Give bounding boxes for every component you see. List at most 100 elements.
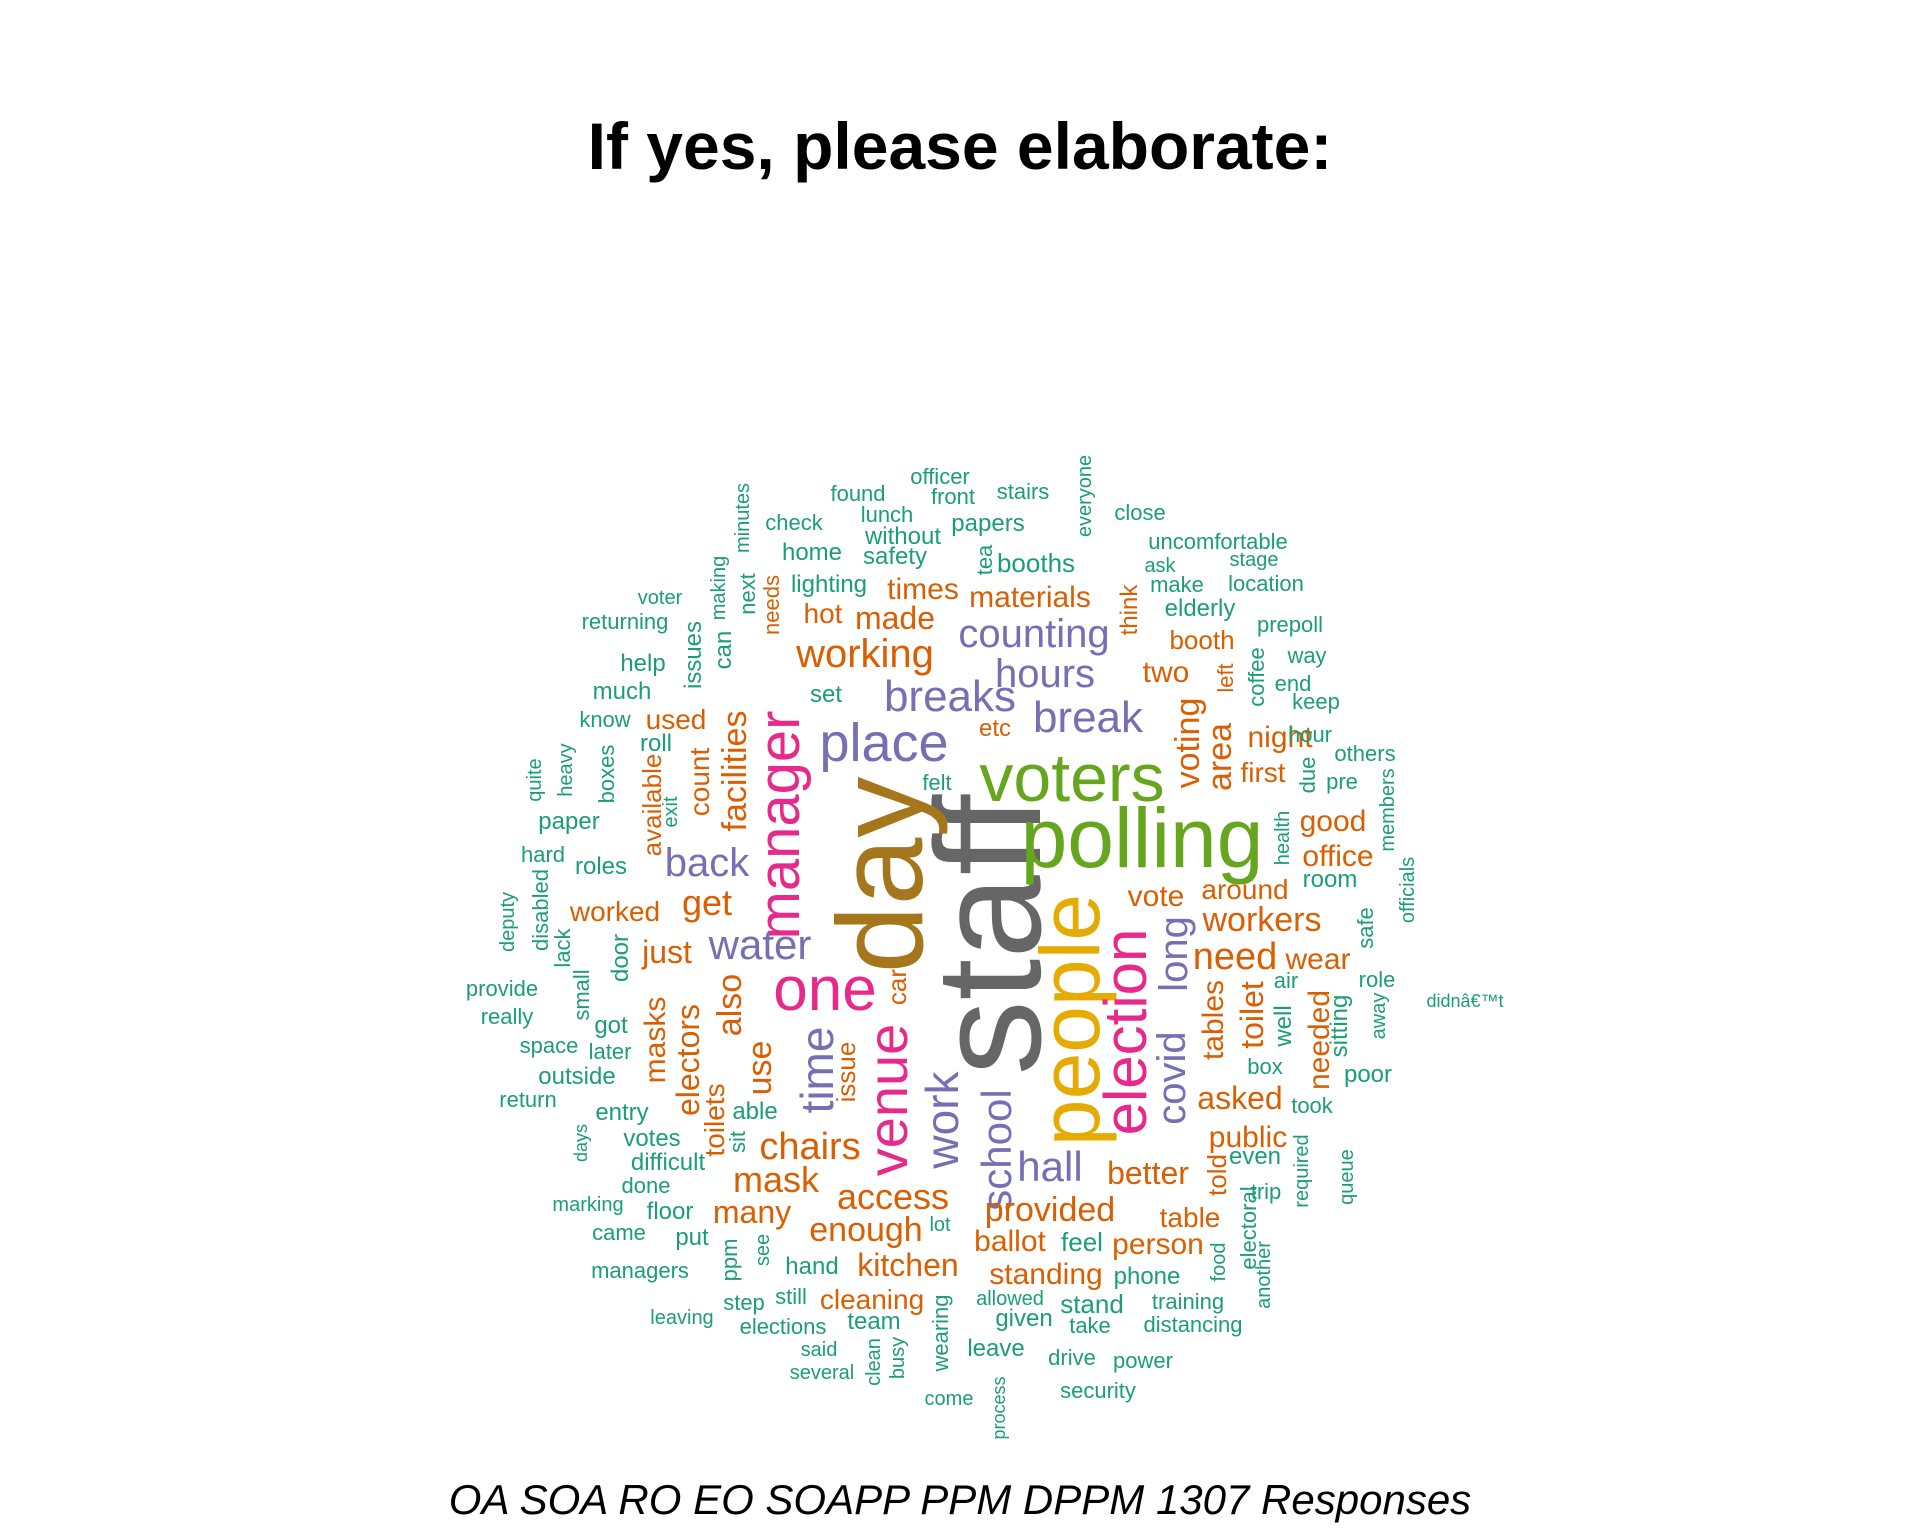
word-leaving: leaving: [650, 1307, 714, 1329]
word-health: health: [1272, 810, 1294, 866]
word-making: making: [708, 555, 730, 621]
word-issues: issues: [680, 620, 707, 690]
word-clean: clean: [863, 1338, 885, 1386]
word-person: person: [1112, 1228, 1204, 1261]
word-members: members: [1377, 768, 1399, 852]
word-tea: tea: [972, 544, 997, 576]
word-see: see: [752, 1233, 774, 1267]
word-put: put: [675, 1224, 709, 1251]
word-polling: polling: [1020, 791, 1264, 885]
word-good: good: [1299, 805, 1367, 838]
word-power: power: [1113, 1348, 1173, 1373]
word-toilet: toilet: [1234, 981, 1270, 1049]
word-heavy: heavy: [555, 743, 577, 797]
word-used: used: [645, 704, 707, 735]
word-wear: wear: [1285, 943, 1351, 976]
word-room: room: [1302, 866, 1358, 893]
word-queue: queue: [1336, 1149, 1358, 1205]
word-really: really: [480, 1004, 534, 1029]
chart-caption: OA SOA RO EO SOAPP PPM DPPM 1307 Respons…: [448, 1476, 1472, 1523]
word-work: work: [916, 1071, 968, 1169]
word-even: even: [1228, 1143, 1282, 1170]
word-long: long: [1152, 916, 1196, 992]
word-team: team: [847, 1308, 901, 1335]
word-table: table: [1159, 1202, 1221, 1233]
word-poor: poor: [1343, 1061, 1393, 1088]
word-materials: materials: [969, 581, 1091, 614]
word-roles: roles: [574, 853, 628, 880]
word-floor: floor: [646, 1198, 694, 1225]
word-uncomfortable: uncomfortable: [1148, 529, 1288, 554]
word-worked: worked: [569, 896, 661, 927]
word-come: come: [924, 1388, 974, 1410]
word-left: left: [1213, 663, 1238, 693]
word-working: working: [796, 632, 934, 676]
word-marking: marking: [552, 1194, 624, 1216]
word-role: role: [1358, 967, 1396, 992]
word-done: done: [621, 1173, 671, 1198]
word-phone: phone: [1113, 1263, 1181, 1290]
word-told: told: [1202, 1154, 1232, 1196]
word-think: think: [1116, 584, 1143, 636]
word-stage: stage: [1229, 549, 1279, 571]
word-took: took: [1291, 1093, 1333, 1118]
word-can: can: [710, 630, 737, 670]
word-voters: voters: [979, 740, 1165, 816]
word-hand: hand: [785, 1253, 839, 1280]
word-difficult: difficult: [630, 1149, 706, 1176]
word-hard: hard: [520, 842, 566, 867]
word-back: back: [664, 841, 750, 885]
word-officer: officer: [910, 464, 970, 489]
word-cleaning: cleaning: [819, 1284, 925, 1315]
word-safe: safe: [1353, 907, 1378, 949]
word-covid: covid: [1150, 1031, 1194, 1125]
word-paper: paper: [538, 808, 600, 835]
word-food: food: [1208, 1242, 1230, 1282]
word-allowed: allowed: [976, 1288, 1044, 1310]
word-pre: pre: [1326, 769, 1358, 794]
word-workers: workers: [1202, 901, 1322, 939]
word-breaks: breaks: [883, 672, 1017, 721]
word-lot: lot: [929, 1214, 951, 1236]
word-lighting: lighting: [790, 571, 868, 598]
word-booths: booths: [996, 548, 1076, 578]
word-masks: masks: [639, 996, 672, 1084]
word-know: know: [579, 707, 631, 732]
word-entry: entry: [595, 1099, 649, 1126]
word-mask: mask: [732, 1159, 820, 1200]
word-ppm: ppm: [717, 1238, 742, 1282]
word-trip: trip: [1250, 1179, 1282, 1204]
word-sit: sit: [725, 1131, 750, 1153]
word-location: location: [1228, 571, 1304, 596]
word-another: another: [1253, 1241, 1275, 1309]
word-make: make: [1150, 572, 1204, 597]
word-others: others: [1334, 741, 1396, 766]
word-found: found: [830, 481, 886, 506]
word-break: break: [1032, 693, 1144, 742]
word-wearing: wearing: [928, 1294, 953, 1372]
word-didn-t: didnâ€™t: [1426, 991, 1504, 1011]
word-feel: feel: [1061, 1227, 1103, 1257]
word-box: box: [1247, 1054, 1283, 1079]
word-front: front: [930, 484, 976, 509]
word-distancing: distancing: [1143, 1312, 1243, 1337]
word-around: around: [1201, 874, 1289, 905]
word-coffee: coffee: [1244, 647, 1269, 707]
word-home: home: [781, 539, 843, 566]
word-stairs: stairs: [996, 479, 1050, 504]
word-keep: keep: [1292, 689, 1340, 714]
word-tables: tables: [1197, 979, 1230, 1061]
word-two: two: [1142, 656, 1190, 689]
word-drive: drive: [1048, 1345, 1096, 1370]
word-day: day: [812, 776, 948, 974]
word-check: check: [765, 510, 823, 535]
word-days: days: [571, 1123, 591, 1163]
word-came: came: [592, 1220, 646, 1245]
word-elderly: elderly: [1164, 595, 1236, 622]
word-help: help: [620, 650, 666, 677]
word-voting: voting: [1169, 697, 1207, 789]
word-etc: etc: [978, 715, 1012, 742]
word-away: away: [1368, 992, 1390, 1040]
word-space: space: [519, 1033, 579, 1058]
word-sitting: sitting: [1326, 994, 1353, 1058]
